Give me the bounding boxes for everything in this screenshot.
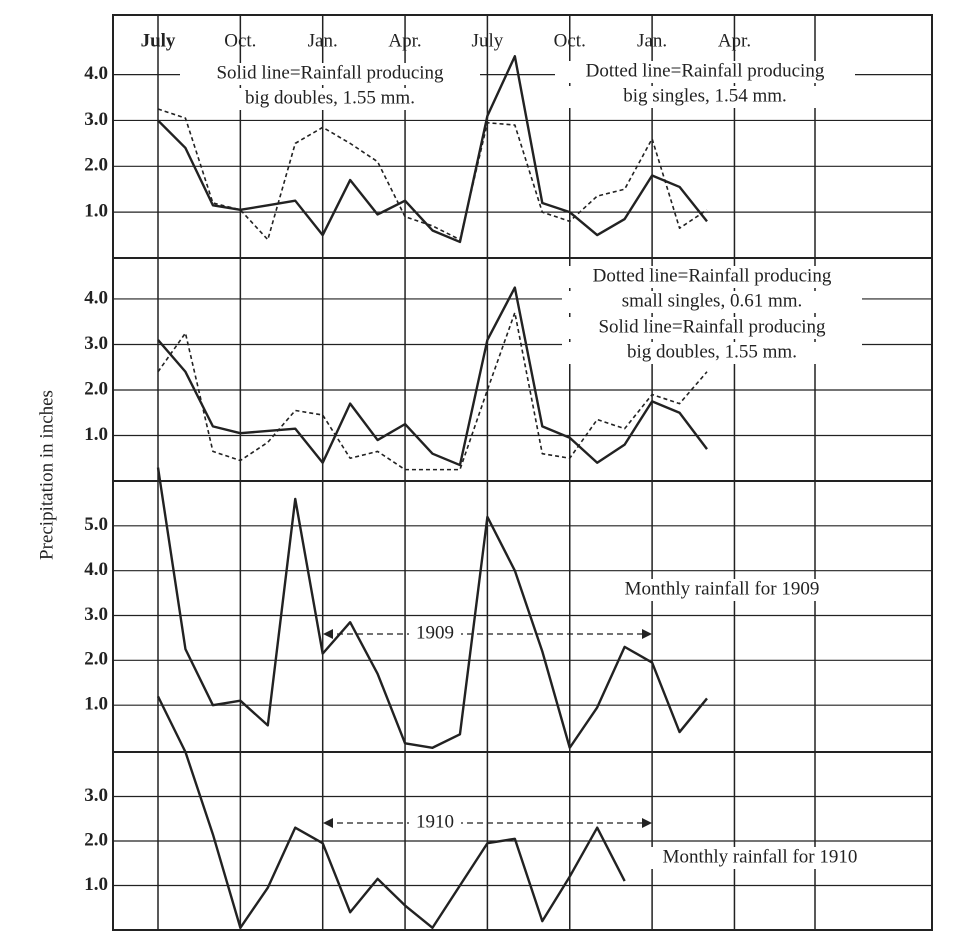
x-tick-label: Jan. — [308, 30, 338, 51]
y-tick-label: 4.0 — [84, 63, 108, 84]
label-bg — [180, 88, 480, 110]
annotation: Dotted line=Rainfall producing — [586, 60, 825, 81]
x-tick-label: July — [472, 30, 504, 51]
x-tick-label: Apr. — [388, 30, 421, 51]
annotation: 1910 — [416, 811, 454, 832]
y-tick-label: 3.0 — [84, 109, 108, 130]
x-tick-label: Oct. — [554, 30, 586, 51]
y-tick-label: 4.0 — [84, 559, 108, 580]
label-bg — [562, 317, 862, 339]
y-tick-label: 3.0 — [84, 604, 108, 625]
label-bg — [555, 61, 855, 83]
label-bg — [572, 579, 872, 601]
annotation: Solid line=Rainfall producing — [216, 62, 444, 83]
x-tick-label: July — [141, 30, 176, 51]
label-bg — [562, 291, 862, 313]
annotation: Monthly rainfall for 1909 — [625, 578, 820, 599]
annotation: 1909 — [416, 622, 454, 643]
data-line — [156, 467, 708, 749]
label-bg — [180, 63, 480, 85]
label-bg — [562, 342, 862, 364]
annotation: Solid line=Rainfall producing — [598, 316, 826, 337]
data-line — [156, 695, 626, 929]
label-bg — [409, 811, 461, 835]
y-tick-label: 2.0 — [84, 649, 108, 670]
label-bg — [562, 266, 862, 288]
annotation: Monthly rainfall for 1910 — [663, 846, 858, 867]
y-tick-label: 1.0 — [84, 201, 108, 222]
annotation: big doubles, 1.55 mm. — [245, 87, 415, 108]
data-line — [157, 286, 708, 467]
annotation: big singles, 1.54 mm. — [623, 85, 787, 106]
y-tick-label: 3.0 — [84, 333, 108, 354]
annotation: big doubles, 1.55 mm. — [627, 341, 797, 362]
frame — [112, 14, 933, 931]
y-tick-label: 2.0 — [84, 155, 108, 176]
label-bg — [409, 622, 461, 646]
y-axis-label: Precipitation in inches — [36, 390, 57, 560]
y-tick-label: 2.0 — [84, 829, 108, 850]
x-tick-label: Apr. — [718, 30, 751, 51]
y-tick-label: 4.0 — [84, 287, 108, 308]
y-tick-label: 5.0 — [84, 514, 108, 535]
y-tick-label: 3.0 — [84, 785, 108, 806]
y-tick-label: 1.0 — [84, 424, 108, 445]
y-tick-label: 1.0 — [84, 694, 108, 715]
annotation: small singles, 0.61 mm. — [622, 290, 803, 311]
data-line — [157, 55, 708, 244]
y-tick-label: 1.0 — [84, 874, 108, 895]
x-tick-label: Oct. — [224, 30, 256, 51]
y-tick-label: 2.0 — [84, 378, 108, 399]
label-bg — [555, 86, 855, 108]
annotation: Dotted line=Rainfall producing — [593, 265, 832, 286]
x-tick-label: Jan. — [637, 30, 667, 51]
data-line — [157, 108, 708, 241]
label-bg — [610, 847, 910, 869]
